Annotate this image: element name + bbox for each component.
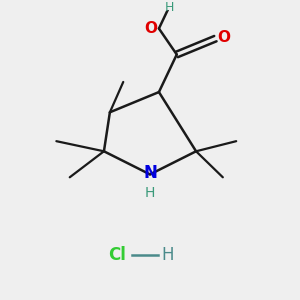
- Text: H: H: [145, 186, 155, 200]
- Text: H: H: [165, 1, 174, 14]
- Text: H: H: [162, 246, 174, 264]
- Text: Cl: Cl: [108, 246, 126, 264]
- Text: O: O: [217, 30, 230, 45]
- Text: N: N: [143, 164, 157, 182]
- Text: O: O: [145, 21, 158, 36]
